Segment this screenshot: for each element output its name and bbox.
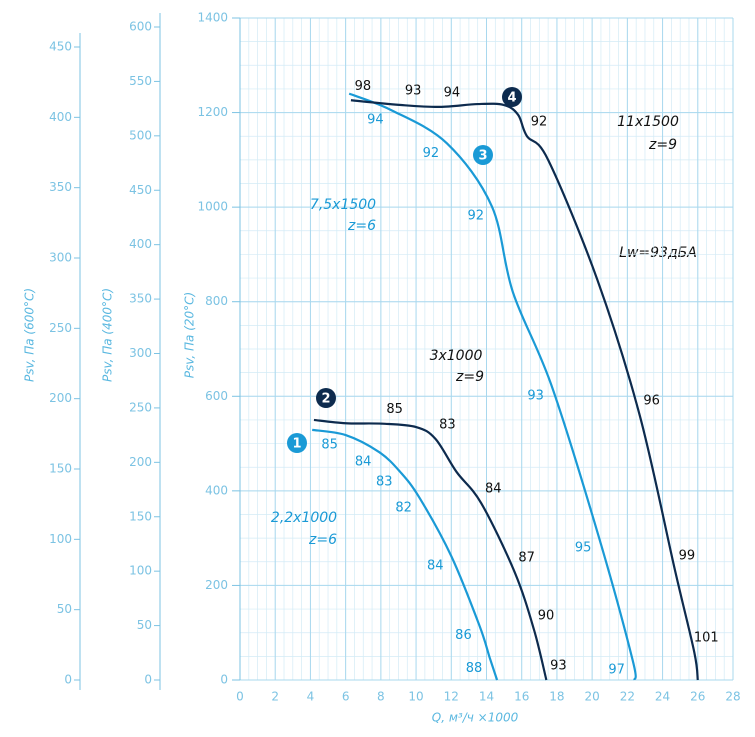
y-tick-label: 200 bbox=[205, 578, 228, 592]
noise-label: 94 bbox=[367, 113, 384, 128]
extra-tick-label: 0 bbox=[144, 673, 152, 687]
curve-z: z=6 bbox=[347, 218, 376, 234]
curve-z: z=9 bbox=[648, 137, 677, 153]
extra-tick-label: 500 bbox=[129, 128, 152, 142]
badge bbox=[316, 388, 336, 408]
noise-label: 90 bbox=[538, 608, 555, 623]
curve-name: 7,5x1500 bbox=[310, 197, 376, 213]
noise-label: 85 bbox=[386, 402, 403, 417]
noise-label: 98 bbox=[355, 79, 372, 94]
badge bbox=[502, 87, 522, 107]
x-tick-label: 10 bbox=[408, 690, 423, 704]
x-tick-label: 20 bbox=[585, 690, 600, 704]
noise-label: 82 bbox=[395, 500, 412, 515]
badge-label: 2 bbox=[321, 392, 330, 407]
extra-tick-label: 250 bbox=[49, 321, 72, 335]
annotation: Lw=93дБА bbox=[619, 245, 697, 261]
extra-tick-label: 100 bbox=[49, 532, 72, 546]
x-tick-label: 12 bbox=[444, 690, 459, 704]
y-tick-label: 1400 bbox=[197, 11, 228, 25]
extra-axis-title: Psv, Па (600°C) bbox=[23, 288, 37, 382]
extra-tick-label: 200 bbox=[49, 391, 72, 405]
noise-label: 94 bbox=[444, 85, 461, 100]
extra-tick-label: 300 bbox=[129, 346, 152, 360]
curve-name: 3x1000 bbox=[430, 348, 483, 364]
curve bbox=[312, 428, 499, 681]
x-tick-label: 0 bbox=[236, 690, 244, 704]
noise-label: 92 bbox=[531, 115, 548, 130]
x-tick-label: 14 bbox=[479, 690, 494, 704]
y-axis-title: Psv, Па (20°C) bbox=[183, 292, 197, 378]
badge bbox=[473, 145, 493, 165]
x-tick-label: 24 bbox=[655, 690, 670, 704]
extra-tick-label: 50 bbox=[137, 618, 152, 632]
x-tick-label: 22 bbox=[620, 690, 635, 704]
y-tick-label: 800 bbox=[205, 294, 228, 308]
noise-label: 84 bbox=[427, 559, 444, 574]
extra-tick-label: 400 bbox=[49, 110, 72, 124]
noise-label: 92 bbox=[423, 146, 440, 161]
noise-label: 97 bbox=[608, 663, 625, 678]
noise-label: 93 bbox=[527, 388, 544, 403]
x-tick-label: 28 bbox=[725, 690, 740, 704]
noise-label: 93 bbox=[550, 659, 567, 674]
y-tick-label: 0 bbox=[220, 673, 228, 687]
extra-tick-label: 150 bbox=[49, 462, 72, 476]
y-tick-label: 1000 bbox=[197, 200, 228, 214]
noise-label: 83 bbox=[439, 417, 456, 432]
noise-label: 99 bbox=[679, 548, 696, 563]
curve-name: 11x1500 bbox=[617, 114, 679, 130]
x-tick-label: 18 bbox=[549, 690, 564, 704]
extra-tick-label: 100 bbox=[129, 564, 152, 578]
noise-label: 83 bbox=[376, 474, 393, 489]
extra-tick-label: 300 bbox=[49, 251, 72, 265]
x-tick-label: 26 bbox=[690, 690, 705, 704]
x-tick-label: 6 bbox=[342, 690, 350, 704]
curve bbox=[313, 418, 548, 681]
y-tick-label: 1200 bbox=[197, 105, 228, 119]
extra-tick-label: 50 bbox=[57, 602, 72, 616]
extra-tick-label: 350 bbox=[49, 180, 72, 194]
noise-label: 84 bbox=[355, 455, 372, 470]
curve-z: z=6 bbox=[308, 532, 337, 548]
x-axis-title: Q, м³/ч ×1000 bbox=[432, 711, 519, 725]
noise-label: 101 bbox=[694, 631, 719, 646]
noise-label: 88 bbox=[466, 661, 483, 676]
noise-label: 84 bbox=[485, 482, 502, 497]
noise-label: 85 bbox=[321, 438, 338, 453]
x-tick-label: 2 bbox=[271, 690, 279, 704]
extra-tick-label: 0 bbox=[64, 673, 72, 687]
extra-tick-label: 150 bbox=[129, 509, 152, 523]
curve bbox=[348, 92, 637, 681]
badge bbox=[287, 433, 307, 453]
x-tick-label: 4 bbox=[307, 690, 315, 704]
extra-tick-label: 450 bbox=[129, 183, 152, 197]
y-tick-label: 600 bbox=[205, 389, 228, 403]
noise-label: 92 bbox=[468, 209, 485, 224]
noise-label: 96 bbox=[643, 394, 660, 409]
extra-tick-label: 550 bbox=[129, 74, 152, 88]
curve bbox=[350, 99, 699, 681]
badge-label: 3 bbox=[478, 149, 487, 164]
noise-label: 93 bbox=[405, 84, 422, 99]
x-tick-label: 8 bbox=[377, 690, 385, 704]
badge-label: 1 bbox=[292, 437, 301, 452]
badge-label: 4 bbox=[507, 91, 516, 106]
extra-tick-label: 600 bbox=[129, 20, 152, 34]
extra-tick-label: 350 bbox=[129, 292, 152, 306]
extra-tick-label: 450 bbox=[49, 40, 72, 54]
extra-tick-label: 200 bbox=[129, 455, 152, 469]
extra-tick-label: 400 bbox=[129, 237, 152, 251]
y-tick-label: 400 bbox=[205, 483, 228, 497]
noise-label: 95 bbox=[575, 541, 592, 556]
x-tick-label: 16 bbox=[514, 690, 529, 704]
curve-z: z=9 bbox=[455, 369, 484, 385]
curve-name: 2,2x1000 bbox=[271, 510, 337, 526]
noise-label: 86 bbox=[455, 628, 472, 643]
extra-tick-label: 250 bbox=[129, 400, 152, 414]
noise-label: 87 bbox=[518, 551, 535, 566]
extra-axis-title: Psv, Па (400°C) bbox=[101, 288, 115, 382]
